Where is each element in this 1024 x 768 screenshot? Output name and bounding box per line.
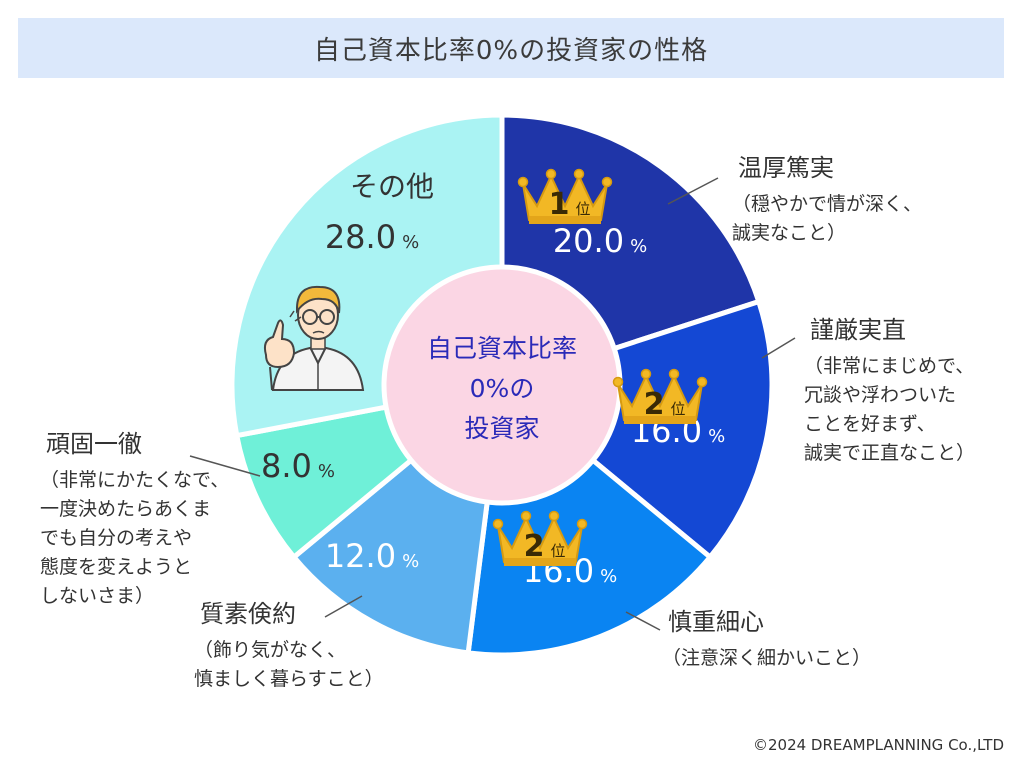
svg-text:2: 2 (644, 387, 665, 422)
slice-description-1: ことを好まず、 (804, 413, 936, 435)
slice-description-4: でも自分の考えや (40, 527, 192, 549)
slice-description-4: （非常にかたくなで、 (40, 469, 229, 491)
slice-name-4: 頑固一徹 (46, 430, 142, 458)
slice-description-4: 一度決めたらあくま (40, 498, 211, 520)
thinking-person-icon (263, 285, 365, 391)
title-bar: 自己資本比率0%の投資家の性格 (18, 18, 1004, 78)
chart-title: 自己資本比率0%の投資家の性格 (313, 35, 709, 66)
leader-line-0 (667, 177, 719, 205)
leader-line-4 (189, 455, 261, 477)
slice-name-3: 質素倹約 (200, 600, 296, 628)
copyright: ©2024 DREAMPLANNING Co.,LTD (752, 736, 1004, 754)
slice-description-1: 冗談や浮わついた (804, 384, 956, 406)
slice-description-4: 態度を変えようと (40, 556, 192, 578)
leader-line-1 (761, 337, 796, 359)
slice-name-2: 慎重細心 (668, 608, 764, 636)
svg-text:1: 1 (549, 187, 570, 222)
slice-description-1: 誠実で正直なこと） (804, 442, 975, 464)
center-label-line: 自己資本比率 (427, 334, 577, 363)
data-label-5: 28.0% (325, 218, 419, 256)
slice-name-1: 謹厳実直 (810, 316, 906, 344)
data-label-3: 12.0% (325, 537, 419, 575)
slice-description-1: （非常にまじめで、 (804, 355, 974, 377)
data-label-4: 8.0% (261, 447, 335, 485)
svg-text:位: 位 (550, 542, 565, 560)
slice-name-5: その他 (350, 170, 434, 203)
data-label-0: 20.0% (553, 222, 647, 260)
svg-text:位: 位 (670, 400, 685, 418)
center-label-line: 投資家 (464, 414, 539, 443)
slice-name-0: 温厚篤実 (738, 154, 834, 182)
leader-line-2 (625, 611, 661, 631)
slice-description-3: （飾り気がなく、 (194, 639, 346, 661)
center-label-line: 0%の (470, 374, 535, 403)
slice-description-0: 誠実なこと） (732, 222, 846, 244)
slice-description-0: （穏やかで情が深く、 (732, 193, 922, 215)
slice-description-4: しないさま） (40, 585, 154, 607)
slice-description-3: 慎ましく暮らすこと） (194, 668, 384, 690)
leader-line-3 (324, 595, 363, 618)
svg-text:2: 2 (524, 529, 545, 564)
svg-text:位: 位 (575, 200, 590, 218)
slice-description-2: （注意深く細かいこと） (662, 647, 871, 669)
